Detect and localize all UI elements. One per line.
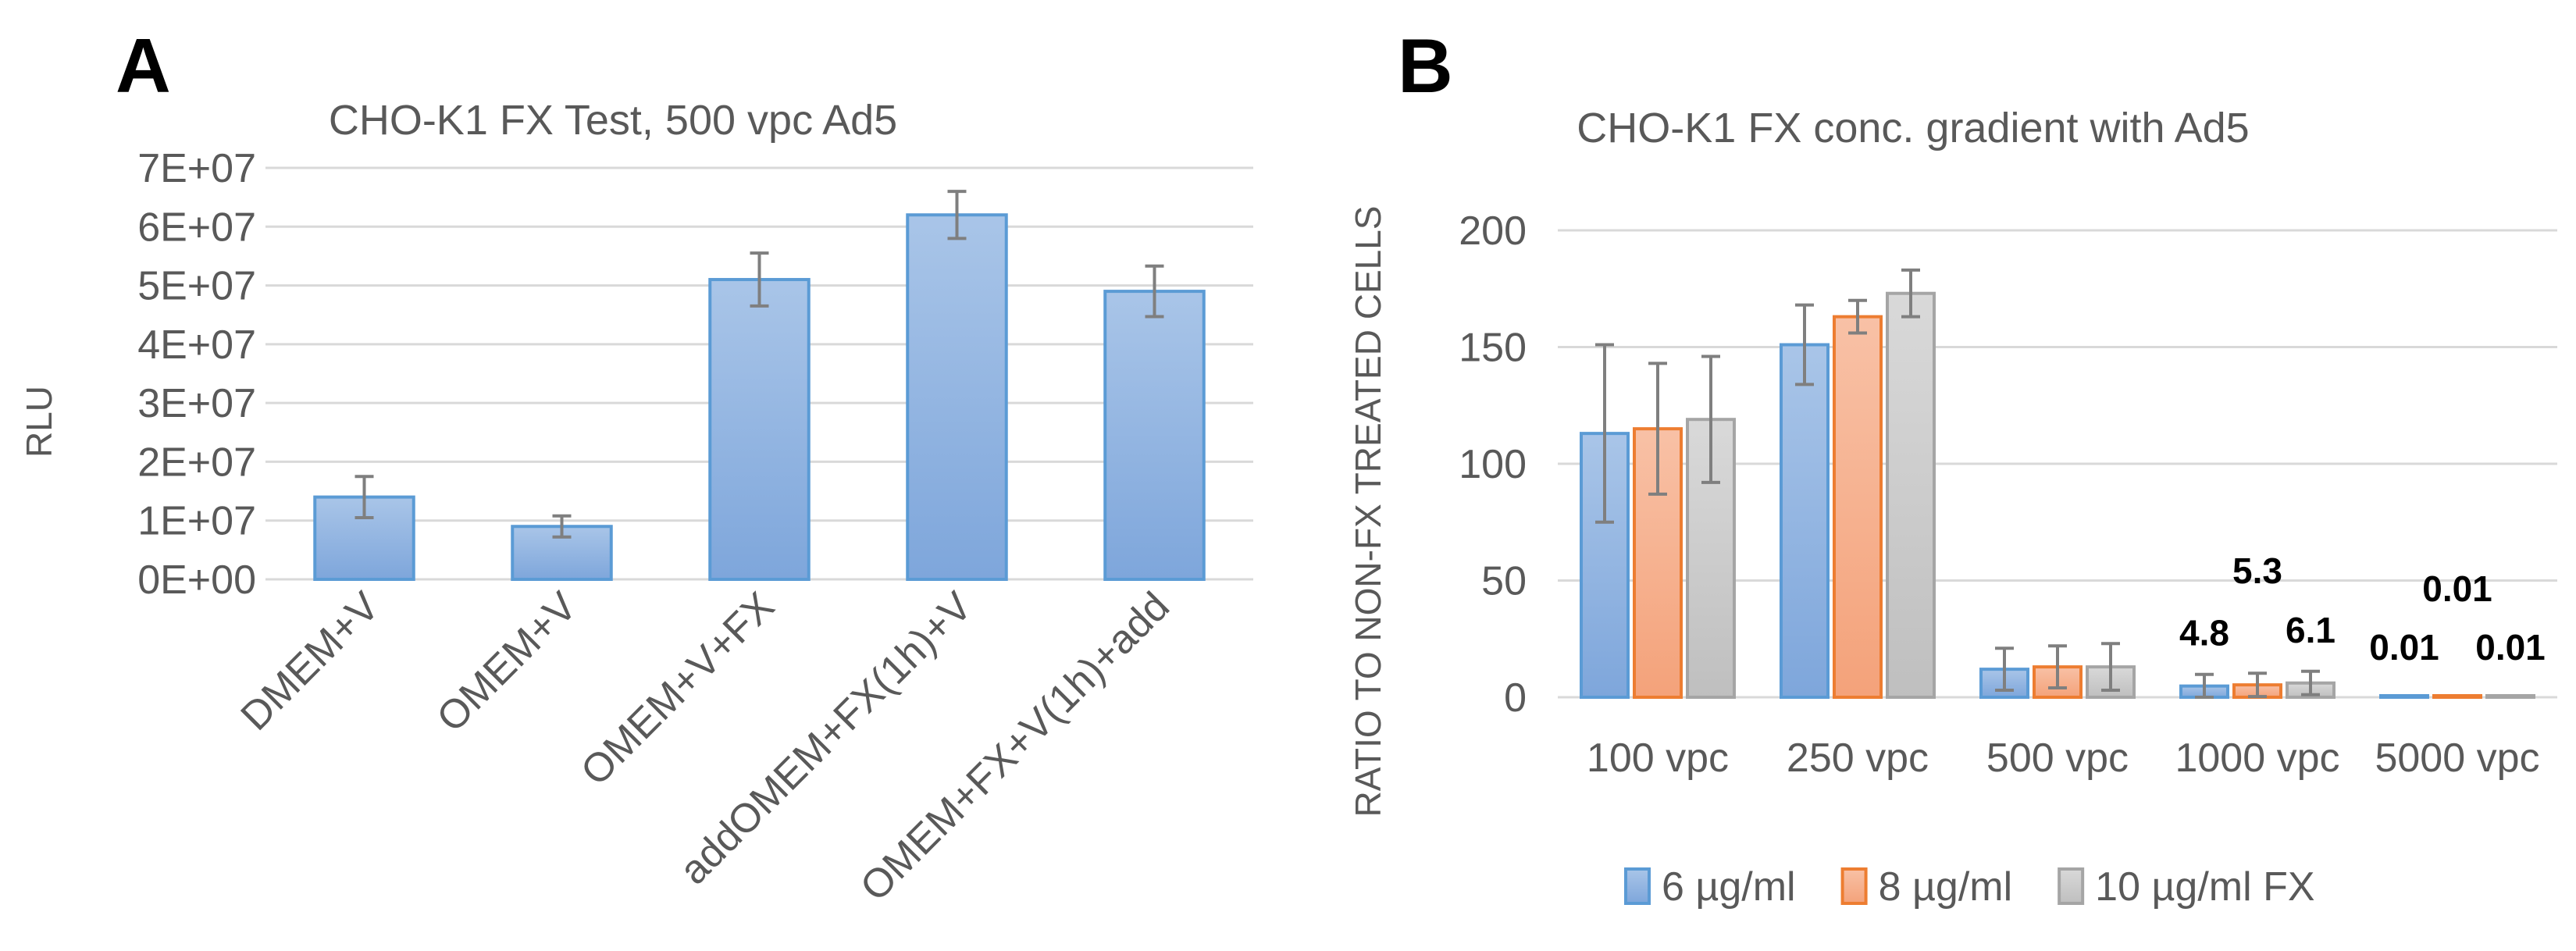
chart-b-y-ticks: 0 50 100 150 200: [1459, 208, 1527, 721]
chart-b-x-tick-label: 500 vpc: [1986, 736, 2129, 781]
chart-a-x-tick-label: OMEM+V: [429, 583, 586, 741]
chart-b-error-bar: [1901, 268, 1920, 319]
chart-b-x-tick-label: 250 vpc: [1787, 736, 1929, 781]
chart-b-error-bar: [2048, 644, 2067, 690]
chart-b-error-bar: [1595, 343, 1614, 524]
chart-b-y-tick-label: 50: [1481, 559, 1527, 604]
chart-a-y-tick-label: 1E+07: [137, 499, 256, 544]
chart-b-error-bar: [1995, 646, 2014, 693]
chart-a-y-tick-label: 3E+07: [137, 381, 256, 426]
chart-b-bar: [1833, 315, 1883, 699]
chart-b-x-tick-label: 1000 vpc: [2175, 736, 2339, 781]
chart-b-y-tick-label: 200: [1459, 208, 1527, 254]
chart-b-y-tick-label: 150: [1459, 326, 1527, 371]
chart-a-error-bar: [355, 475, 374, 519]
chart-a-bar: [708, 278, 811, 581]
chart-a-x-tick-label: OMEM+V+FX: [572, 583, 783, 794]
chart-b-error-bar: [2101, 642, 2120, 693]
chart-a-y-tick-label: 7E+07: [137, 146, 256, 191]
chart-b-bar: [2432, 694, 2482, 699]
chart-b: B CHO-K1 FX conc. gradient with Ad5 RATI…: [1348, 23, 2557, 910]
chart-b-x-ticks: 100 vpc 250 vpc 500 vpc 1000 vpc 5000 vpc: [1587, 736, 2540, 781]
chart-b-error-bar: [2248, 671, 2267, 699]
legend-label: 10 µg/ml FX: [2095, 864, 2314, 910]
chart-b-data-label: 6.1: [2286, 610, 2336, 650]
chart-b-y-tick-label: 100: [1459, 442, 1527, 487]
legend-swatch: [2058, 867, 2085, 905]
chart-a-y-tick-label: 6E+07: [137, 205, 256, 250]
legend-item: 8 µg/ml: [1840, 864, 2013, 910]
chart-a-error-bar: [552, 514, 572, 539]
chart-b-y-axis-label: RATIO TO NON-FX TREATED CELLS: [1348, 206, 1388, 817]
chart-b-title: CHO-K1 FX conc. gradient with Ad5: [1577, 105, 2249, 151]
legend-item: 10 µg/ml FX: [2058, 864, 2315, 910]
chart-a: A CHO-K1 FX Test, 500 vpc Ad5 RLU 0E+00 1…: [19, 23, 1253, 910]
chart-b-data-label: 0.01: [2369, 627, 2439, 668]
chart-a-bars: [313, 213, 1206, 581]
chart-a-y-tick-label: 5E+07: [137, 264, 256, 309]
legend-swatch: [1624, 867, 1651, 905]
chart-b-error-bar: [2195, 672, 2214, 699]
panel-letter-a: A: [116, 23, 171, 109]
legend-item: 6 µg/ml: [1624, 864, 1796, 910]
chart-a-y-tick-label: 4E+07: [137, 322, 256, 368]
legend-label: 6 µg/ml: [1662, 864, 1796, 910]
chart-b-error-bar: [1848, 298, 1867, 335]
chart-a-y-tick-label: 0E+00: [137, 557, 256, 603]
chart-b-bar: [2379, 694, 2429, 699]
chart-a-error-bar: [1145, 264, 1164, 319]
chart-a-x-tick-label: DMEM+V: [233, 583, 389, 739]
panel-letter-b: B: [1398, 23, 1453, 109]
chart-b-error-bar: [1795, 303, 1814, 386]
chart-a-y-axis-label: RLU: [19, 386, 59, 458]
chart-b-bar: [1780, 343, 1830, 699]
chart-b-error-bar: [1648, 362, 1667, 496]
chart-b-x-tick-label: 5000 vpc: [2375, 736, 2539, 781]
chart-b-legend: 6 µg/ml 8 µg/ml 10 µg/ml FX: [1624, 864, 2315, 910]
chart-a-y-ticks: 0E+00 1E+07 2E+07 3E+07 4E+07 5E+07 6E+07 7E+07: [137, 146, 256, 603]
chart-b-error-bars: [1595, 268, 2320, 699]
chart-b-data-label: 4.8: [2179, 613, 2229, 654]
chart-b-data-label: 0.01: [2475, 627, 2546, 668]
chart-a-bar: [1103, 290, 1206, 581]
chart-a-x-ticks: DMEM+V OMEM+VOMEM+V+FXaddOMEM+FX(1h)+VOME…: [233, 583, 1178, 910]
legend-label: 8 µg/ml: [1879, 864, 2013, 910]
chart-a-error-bars: [355, 190, 1164, 539]
chart-b-x-tick-label: 100 vpc: [1587, 736, 1729, 781]
chart-b-error-bar: [1701, 354, 1720, 484]
chart-b-error-bar: [2301, 669, 2320, 696]
chart-a-title: CHO-K1 FX Test, 500 vpc Ad5: [329, 97, 897, 144]
chart-a-error-bar: [947, 190, 967, 240]
chart-b-y-tick-label: 0: [1504, 675, 1527, 721]
chart-a-bar: [906, 213, 1008, 581]
chart-a-y-tick-label: 2E+07: [137, 440, 256, 485]
chart-b-data-label: 5.3: [2232, 550, 2282, 591]
chart-b-bar: [1886, 291, 1936, 700]
chart-a-error-bar: [750, 251, 769, 308]
chart-b-bar: [2485, 694, 2535, 699]
chart-b-data-labels: 4.85.36.1 0.01 0.01 0.01: [2179, 550, 2546, 668]
chart-b-data-label: 0.01: [2422, 568, 2492, 609]
legend-swatch: [1840, 867, 1868, 905]
